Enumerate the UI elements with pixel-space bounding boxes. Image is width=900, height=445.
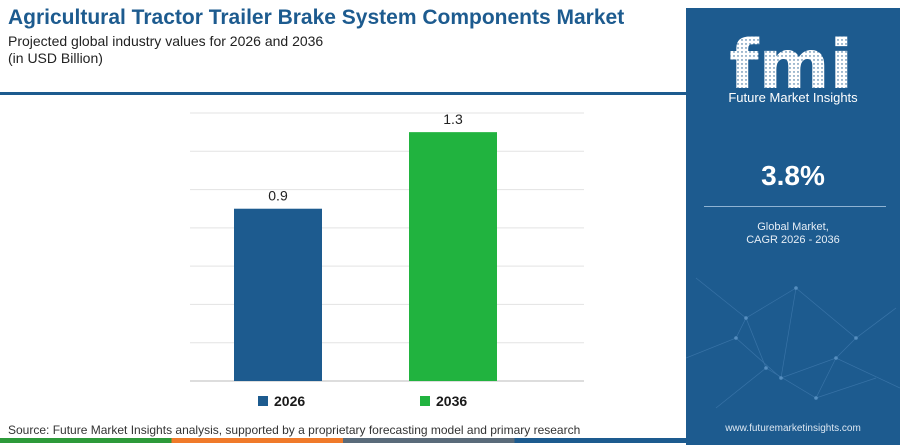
chart-subtitle: Projected global industry values for 202… — [8, 33, 324, 49]
chart-unit-note: (in USD Billion) — [8, 50, 103, 66]
fmi-logo: fmi — [716, 26, 866, 116]
panel-divider — [704, 206, 886, 207]
legend-swatch-2036 — [420, 396, 430, 406]
website-url: www.futuremarketinsights.com — [725, 423, 861, 434]
header-divider — [0, 92, 686, 95]
cagr-value: 3.8% — [761, 160, 825, 191]
source-note: Source: Future Market Insights analysis,… — [8, 423, 581, 437]
fmi-logo-icon: fmi — [729, 26, 853, 105]
network-pattern-decoration — [686, 277, 900, 409]
legend-item-2026: 2026 — [258, 393, 305, 409]
bar-2036 — [409, 132, 497, 381]
fmi-logo-text: fmi — [729, 26, 853, 101]
legend-label-2036: 2036 — [436, 393, 468, 409]
data-label-2026: 0.9 — [268, 188, 288, 204]
footer-color-bar — [0, 438, 686, 443]
chart-title: Agricultural Tractor Trailer Brake Syste… — [8, 6, 625, 29]
legend-item-2036: 2036 — [420, 393, 467, 409]
legend-swatch-2026 — [258, 396, 268, 406]
legend-label-2026: 2026 — [274, 393, 306, 409]
bar-chart: 0.9 1.3 — [190, 111, 584, 382]
cagr-period: CAGR 2026 - 2036 — [746, 234, 840, 246]
side-panel: fmi Future Market Insights 3.8% Global M… — [686, 8, 900, 445]
bar-2026 — [234, 208, 322, 381]
data-label-2036: 1.3 — [443, 111, 463, 127]
cagr-label: Global Market, — [757, 221, 829, 233]
brand-name: Future Market Insights — [728, 90, 858, 105]
